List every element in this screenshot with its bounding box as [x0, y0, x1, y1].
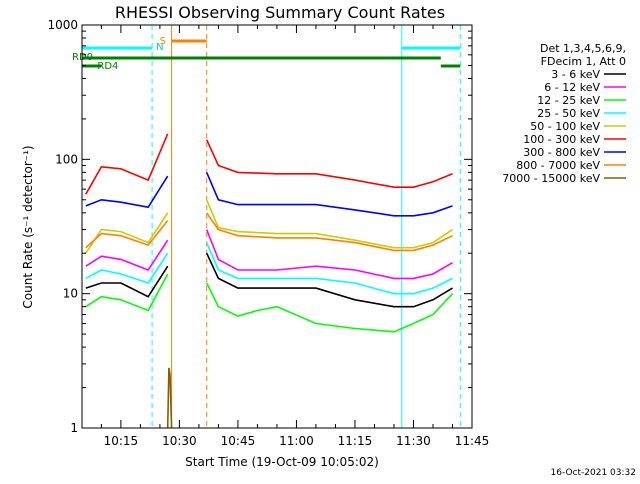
legend-entry-label: 12 - 25 keV [537, 94, 600, 107]
x-tick-label: 10:15 [104, 434, 139, 448]
night-label: N [156, 42, 163, 53]
series-line-2 [85, 273, 454, 333]
y-tick-label: 10 [63, 287, 78, 301]
series-line-1 [85, 229, 453, 280]
x-tick-label: 10:45 [221, 434, 256, 448]
series-line-4 [85, 199, 453, 254]
y-tick-label: 100 [55, 152, 78, 166]
series-line-6 [85, 172, 453, 217]
x-tick-label: 11:45 [455, 434, 490, 448]
x-axis-label: Start Time (19-Oct-09 10:05:02) [185, 455, 379, 469]
series-line-7 [85, 212, 453, 252]
series-line-3 [85, 242, 453, 295]
series-line-5 [85, 133, 453, 195]
legend-entry-label: 100 - 300 keV [523, 133, 600, 146]
series-line-8 [166, 367, 173, 429]
saa-label: S [160, 36, 166, 47]
legend-entry-label: 6 - 12 keV [544, 81, 600, 94]
x-tick-label: 10:30 [162, 434, 197, 448]
x-tick-label: 11:00 [279, 434, 314, 448]
series-line-0 [85, 252, 453, 308]
legend-entry-label: 3 - 6 keV [551, 68, 600, 81]
y-tick-label: 1 [70, 421, 78, 435]
legend-header-line: FDecim 1, Att 0 [541, 55, 626, 68]
chart-title: RHESSI Observing Summary Count Rates [115, 3, 445, 22]
x-tick-label: 11:30 [396, 434, 431, 448]
plot-frame [81, 24, 473, 429]
legend-entry-label: 50 - 100 keV [530, 120, 600, 133]
rd0-label: RD0 [72, 52, 93, 63]
legend-entry-label: 25 - 50 keV [537, 107, 600, 120]
y-axis-label: Count Rate (s⁻¹ detector⁻¹) [21, 145, 35, 308]
legend-entry-label: 7000 - 15000 keV [502, 172, 600, 185]
rd4-label: RD4 [97, 61, 118, 72]
y-tick-label: 1000 [47, 18, 78, 32]
legend-entry-label: 300 - 800 keV [523, 146, 600, 159]
legend-header-line: Det 1,3,4,5,6,9, [540, 42, 626, 55]
legend-entry-label: 800 - 7000 keV [516, 159, 600, 172]
footer-date: 16-Oct-2021 03:32 [551, 468, 636, 478]
x-tick-label: 11:15 [338, 434, 373, 448]
